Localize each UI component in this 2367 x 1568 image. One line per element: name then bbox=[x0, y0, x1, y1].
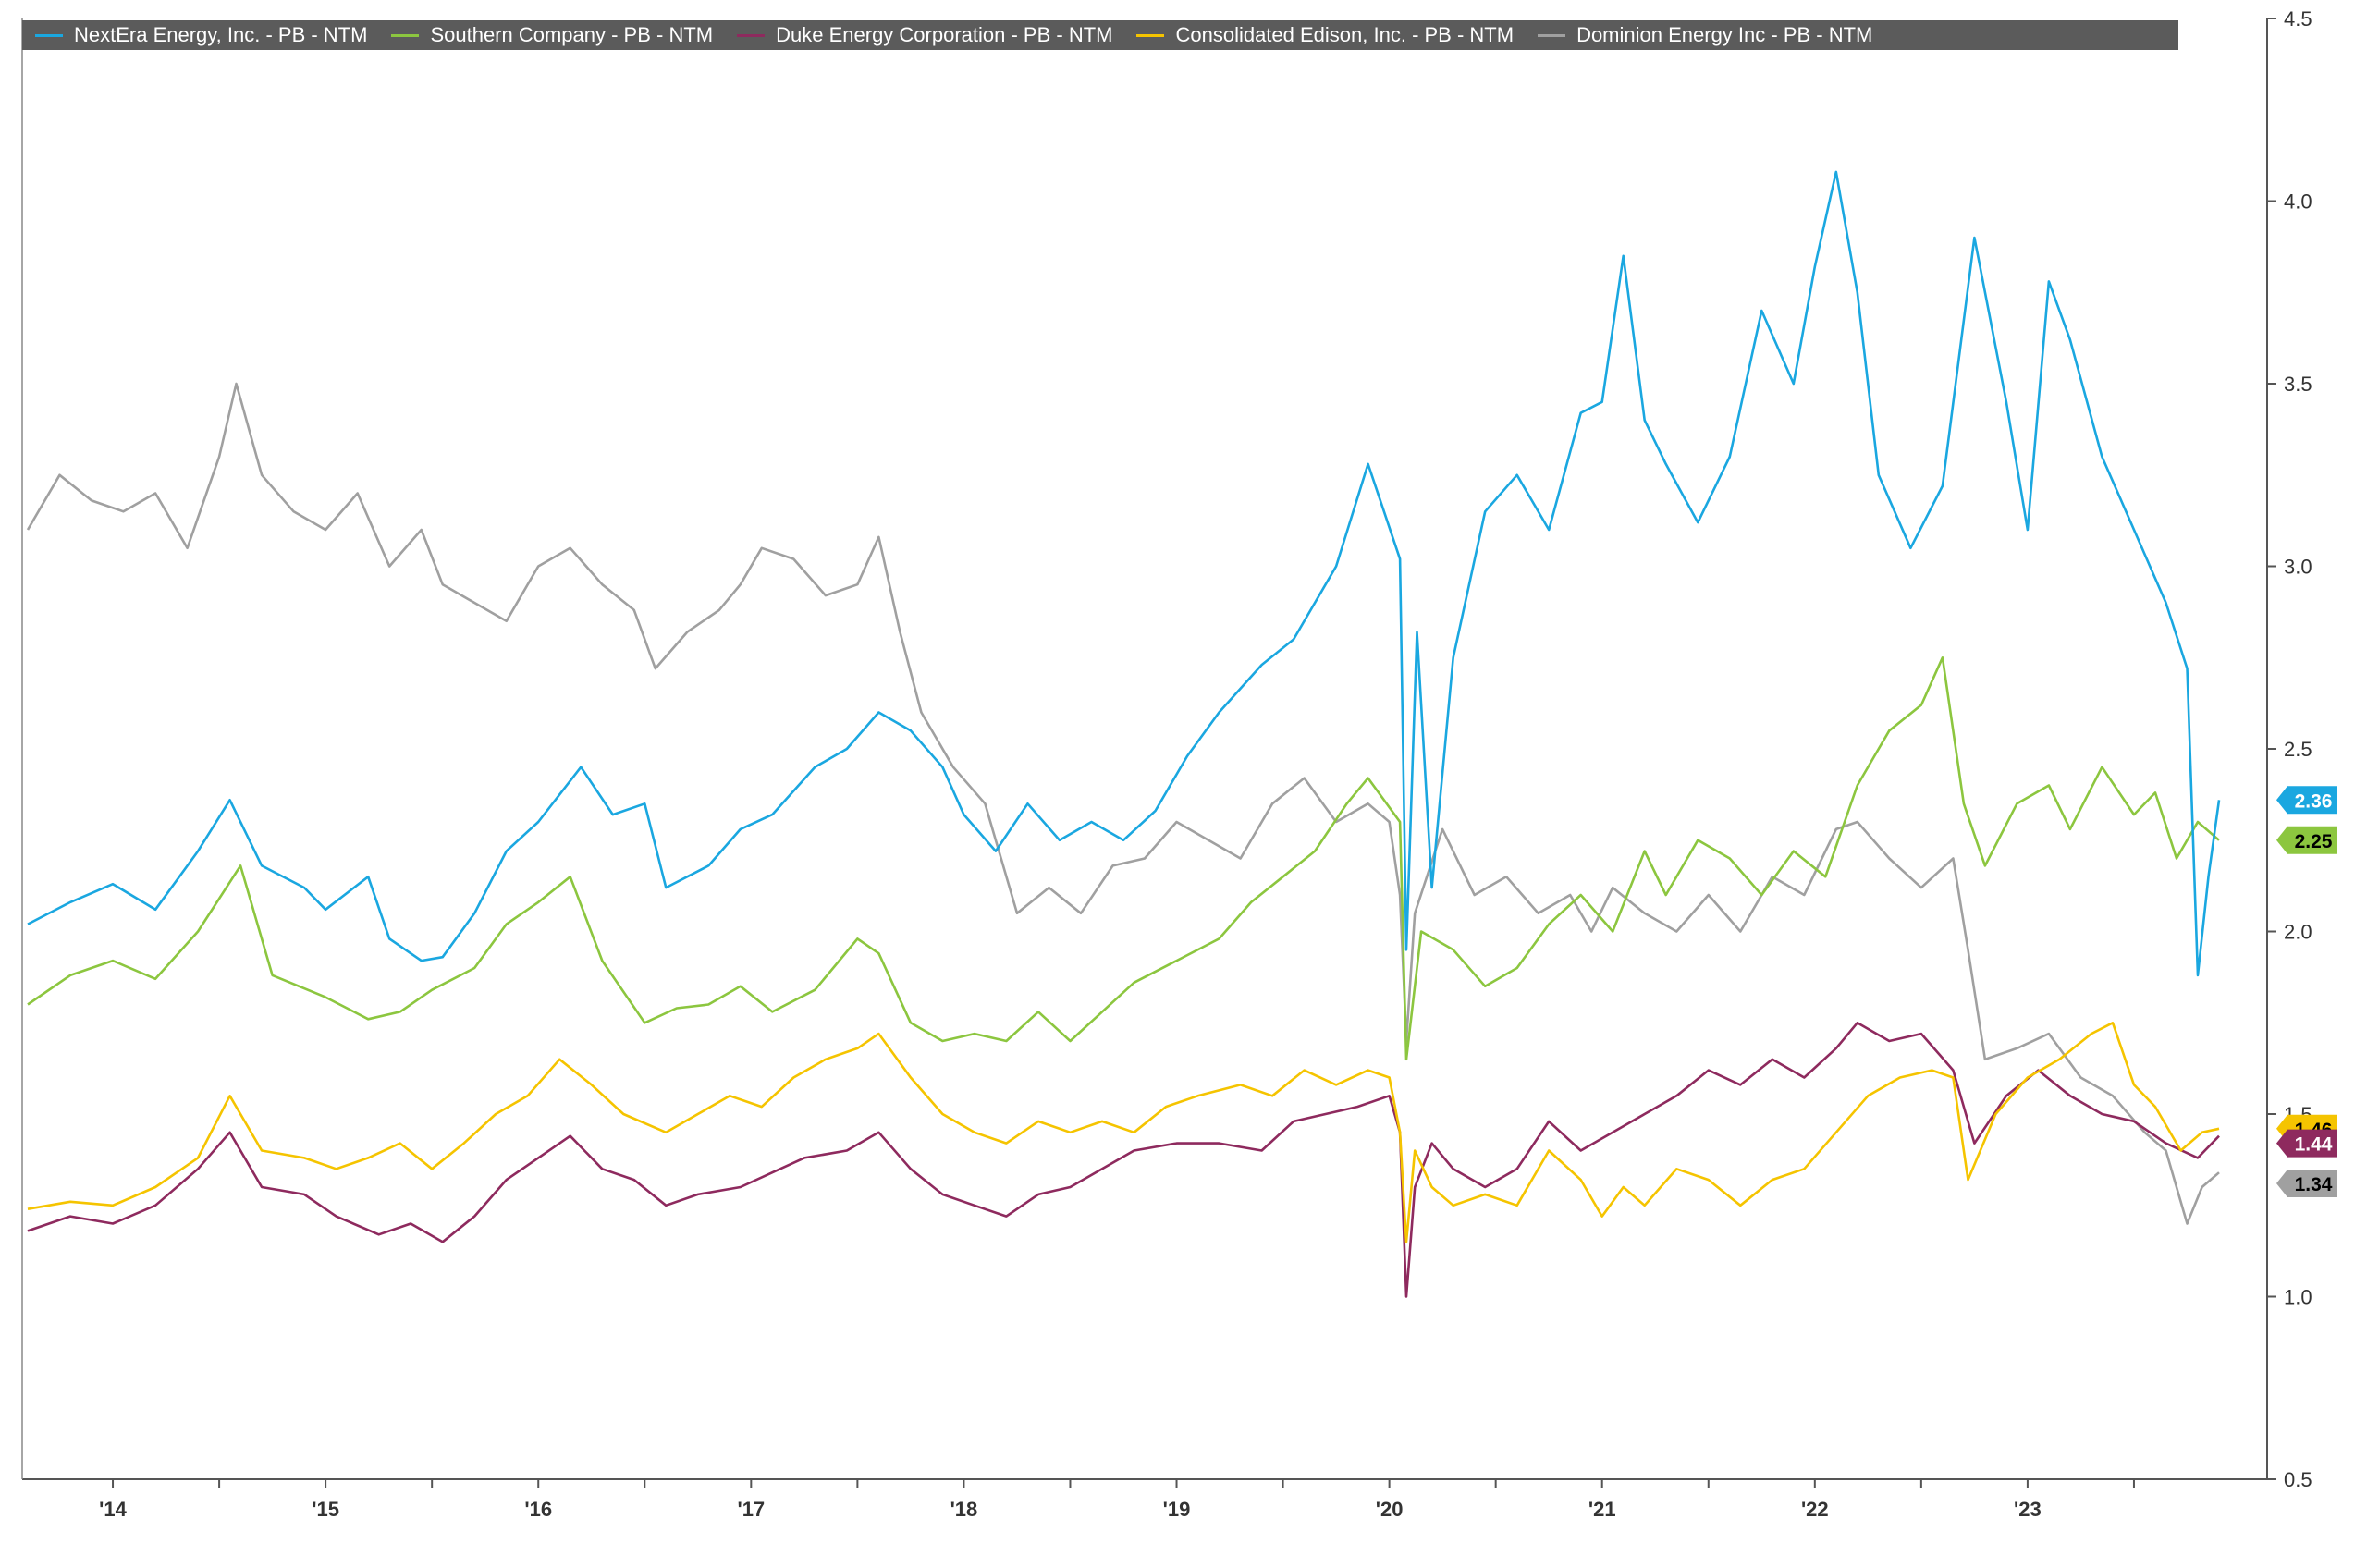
legend: NextEra Energy, Inc. - PB - NTM Southern … bbox=[22, 20, 2178, 50]
y-tick-label: 3.5 bbox=[2284, 373, 2312, 396]
x-tick-label: '21 bbox=[1588, 1498, 1616, 1521]
x-tick-label: '17 bbox=[737, 1498, 765, 1521]
legend-swatch bbox=[1538, 33, 1566, 37]
x-tick-label: '19 bbox=[1163, 1498, 1191, 1521]
legend-label: Southern Company - PB - NTM bbox=[430, 23, 714, 46]
legend-item-4: Dominion Energy Inc - PB - NTM bbox=[1538, 23, 1872, 47]
series-line-0 bbox=[27, 170, 2221, 977]
legend-label: NextEra Energy, Inc. - PB - NTM bbox=[74, 23, 368, 46]
plot-area bbox=[21, 18, 2268, 1480]
x-tick-label: '14 bbox=[99, 1498, 127, 1521]
last-value-label-1: 2.25 bbox=[2295, 831, 2333, 852]
series-line-4 bbox=[26, 382, 2220, 1225]
last-value-label-2: 1.44 bbox=[2295, 1134, 2333, 1156]
series-lines bbox=[26, 170, 2221, 1298]
last-value-tag-4 bbox=[2276, 1170, 2337, 1198]
y-tick-label: 4.0 bbox=[2284, 190, 2312, 214]
legend-swatch bbox=[1136, 33, 1165, 37]
last-value-label-0: 2.36 bbox=[2295, 790, 2333, 812]
x-tick-label: '15 bbox=[312, 1498, 339, 1521]
y-tick-label: 2.5 bbox=[2284, 738, 2312, 761]
legend-swatch bbox=[391, 33, 420, 37]
y-tick-label: 0.5 bbox=[2284, 1468, 2312, 1491]
last-value-label-4: 1.34 bbox=[2295, 1174, 2333, 1195]
x-tick-label: '16 bbox=[524, 1498, 552, 1521]
legend-swatch bbox=[737, 33, 766, 37]
y-axis-ticks: 0.51.01.52.02.53.03.54.04.5 bbox=[2267, 7, 2312, 1491]
legend-item-1: Southern Company - PB - NTM bbox=[391, 23, 713, 47]
last-value-tag-1 bbox=[2276, 826, 2337, 854]
series-line-3 bbox=[27, 1022, 2220, 1243]
legend-label: Dominion Energy Inc - PB - NTM bbox=[1576, 23, 1873, 46]
legend-label: Consolidated Edison, Inc. - PB - NTM bbox=[1175, 23, 1515, 46]
legend-item-3: Consolidated Edison, Inc. - PB - NTM bbox=[1136, 23, 1514, 47]
x-tick-label: '20 bbox=[1376, 1498, 1404, 1521]
series-line-2 bbox=[27, 1022, 2220, 1298]
y-tick-label: 1.0 bbox=[2284, 1286, 2312, 1309]
x-tick-label: '23 bbox=[2014, 1498, 2042, 1521]
last-value-tag-2 bbox=[2276, 1129, 2337, 1158]
legend-item-0: NextEra Energy, Inc. - PB - NTM bbox=[35, 23, 367, 47]
series-line-1 bbox=[27, 656, 2220, 1061]
y-tick-label: 3.0 bbox=[2284, 556, 2312, 579]
legend-item-2: Duke Energy Corporation - PB - NTM bbox=[737, 23, 1112, 47]
last-value-tag-0 bbox=[2276, 786, 2337, 815]
x-tick-label: '22 bbox=[1801, 1498, 1829, 1521]
legend-swatch bbox=[35, 33, 63, 37]
y-tick-label: 2.0 bbox=[2284, 921, 2312, 944]
x-tick-label: '18 bbox=[950, 1498, 978, 1521]
legend-label: Duke Energy Corporation - PB - NTM bbox=[776, 23, 1113, 46]
last-value-tags: 2.362.251.461.441.34 bbox=[2276, 786, 2337, 1198]
x-axis-ticks: '14 '15 '16 '17 '18 '19 '20 '21 '22 '23 bbox=[99, 1479, 2135, 1521]
y-tick-label: 4.5 bbox=[2284, 7, 2312, 31]
